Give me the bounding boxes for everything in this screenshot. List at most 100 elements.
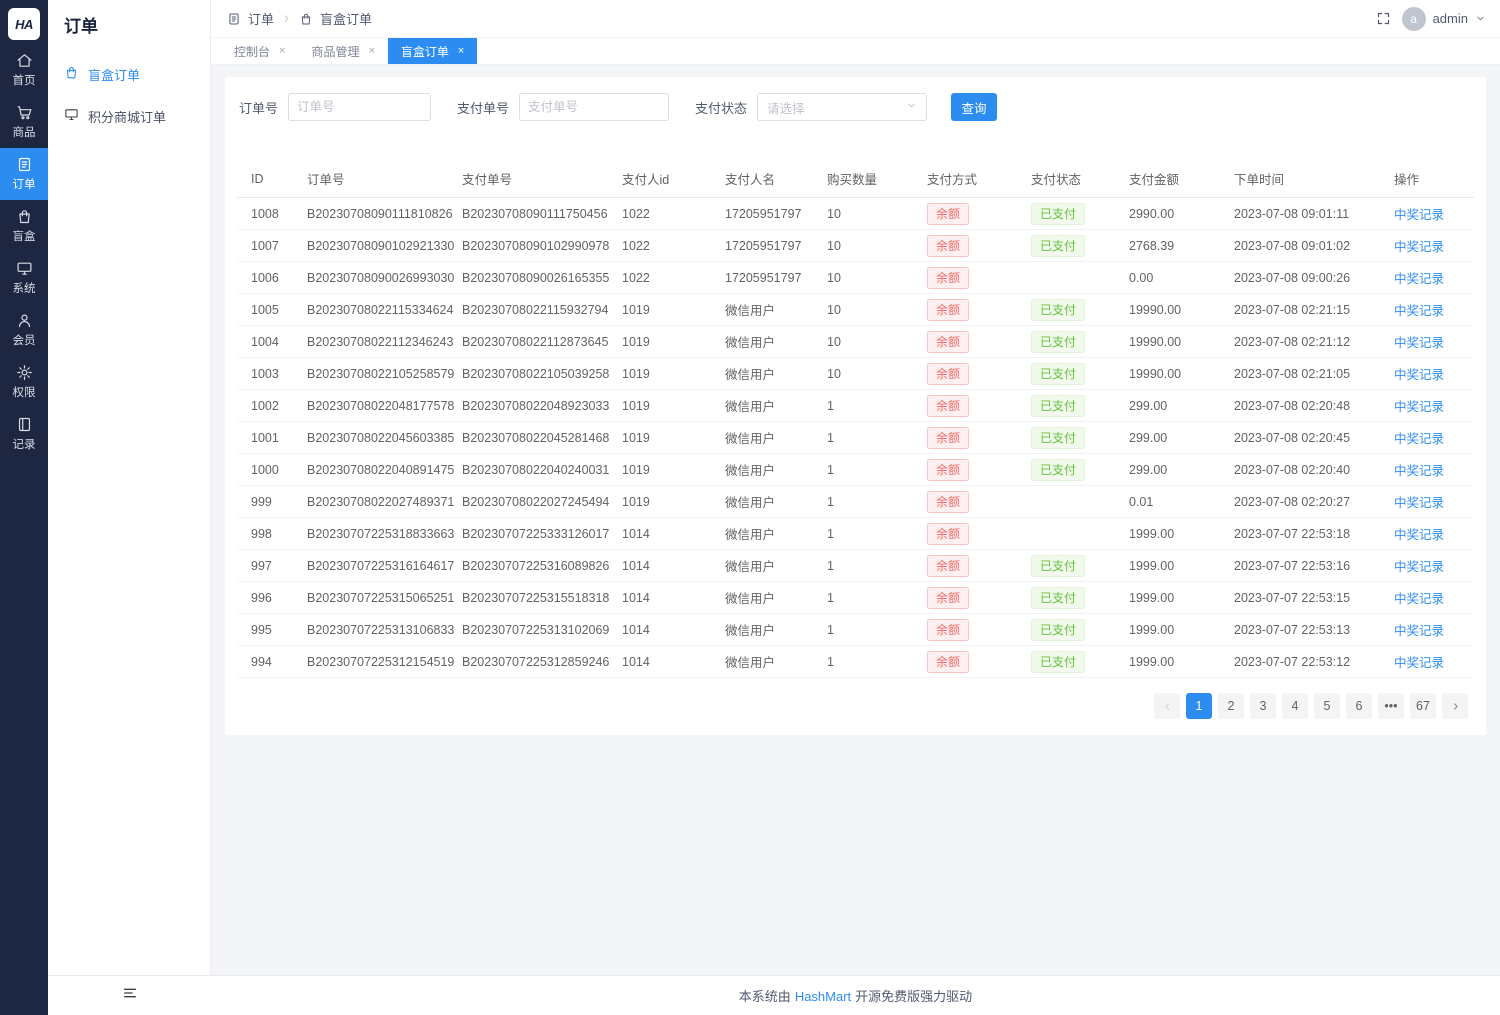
prize-record-link[interactable]: 中奖记录	[1394, 624, 1445, 638]
sidebar-item-label: 权限	[12, 387, 36, 399]
prize-record-link[interactable]: 中奖记录	[1394, 368, 1445, 382]
tab-1[interactable]: 控制台 ×	[221, 38, 298, 64]
search-button[interactable]: 查询	[951, 93, 998, 121]
page-button[interactable]: 5	[1314, 693, 1340, 719]
page-button[interactable]: 4	[1282, 693, 1308, 719]
fullscreen-icon[interactable]	[1376, 11, 1391, 26]
prize-record-link[interactable]: 中奖记录	[1394, 208, 1445, 222]
pay-method-badge: 余额	[927, 650, 970, 673]
cell-action: 中奖记录	[1386, 197, 1474, 230]
close-icon[interactable]: ×	[279, 44, 286, 57]
pages-more-button[interactable]: •••	[1378, 693, 1404, 719]
table-header-row: ID 订单号 支付单号 支付人id 支付人名 购买数量 支付方式 支付状态 支付金额 下单时间 操作	[237, 159, 1474, 198]
pay-status-label: 支付状态	[695, 100, 748, 116]
sidebar-item-box[interactable]: 盲盒	[0, 200, 48, 252]
chevron-right-icon	[1450, 701, 1461, 712]
cell-pay-status: 已支付	[1023, 389, 1121, 422]
box-icon	[299, 12, 313, 26]
cell-order-no: B20230707225312154519	[299, 645, 454, 678]
column-header: 支付金额	[1121, 159, 1226, 198]
prize-record-link[interactable]: 中奖记录	[1394, 656, 1445, 670]
page-button[interactable]: 2	[1218, 693, 1244, 719]
sidebar-item-user[interactable]: 会员	[0, 304, 48, 356]
tab-label: 盲盒订单	[400, 44, 449, 59]
sidebar-item-cart[interactable]: 商品	[0, 96, 48, 148]
cell-amount: 1999.00	[1121, 613, 1226, 646]
pay-status-filter: 支付状态 请选择	[695, 93, 951, 121]
cell-pay-method: 余额	[919, 485, 1023, 518]
pay-method-badge: 余额	[927, 490, 970, 513]
order-no-filter: 订单号	[239, 93, 432, 121]
prize-record-link[interactable]: 中奖记录	[1394, 496, 1445, 510]
prize-record-link[interactable]: 中奖记录	[1394, 272, 1445, 286]
footer-text: 本系统由 HashMart 开源免费版强力驱动	[211, 986, 1500, 1005]
table-row: 1007 B20230708090102921330 B20230708090102…	[237, 229, 1474, 262]
prize-record-link[interactable]: 中奖记录	[1394, 464, 1445, 478]
cell-order-no: B20230708090102921330	[299, 229, 454, 262]
cell-pay-method: 余额	[919, 645, 1023, 678]
cell-id: 1007	[237, 229, 299, 262]
sidebar-collapse-toggle[interactable]	[48, 985, 211, 1006]
prize-record-link[interactable]: 中奖记录	[1394, 240, 1445, 254]
prize-record-link[interactable]: 中奖记录	[1394, 560, 1445, 574]
close-icon[interactable]: ×	[368, 44, 375, 57]
pay-status-badge: 已支付	[1031, 554, 1086, 577]
cell-pay-no: B20230708090026165355	[454, 261, 614, 294]
column-header: 支付人名	[717, 159, 819, 198]
sidebar-item-book[interactable]: 记录	[0, 408, 48, 460]
main-area: 订单 盲盒订单 a	[211, 0, 1500, 975]
submenu-nav: 盲盒订单积分商城订单	[48, 53, 210, 137]
cell-pay-status: 已支付	[1023, 325, 1121, 358]
column-header: 操作	[1386, 159, 1474, 198]
prize-record-link[interactable]: 中奖记录	[1394, 592, 1445, 606]
page-button[interactable]: 6	[1346, 693, 1372, 719]
cell-action: 中奖记录	[1386, 389, 1474, 422]
table-row: 1001 B20230708022045603385 B20230708022045…	[237, 421, 1474, 454]
prize-record-link[interactable]: 中奖记录	[1394, 304, 1445, 318]
page-button[interactable]: 3	[1250, 693, 1276, 719]
sidebar-item-home[interactable]: 首页	[0, 44, 48, 96]
submenu-item-box[interactable]: 盲盒订单	[48, 53, 210, 95]
sidebar-item-monitor[interactable]: 系统	[0, 252, 48, 304]
order-no-input[interactable]	[288, 93, 432, 121]
sidebar-item-gear[interactable]: 权限	[0, 356, 48, 408]
tab-3[interactable]: 盲盒订单 ×	[387, 38, 478, 64]
prize-record-link[interactable]: 中奖记录	[1394, 432, 1445, 446]
column-header: 下单时间	[1226, 159, 1386, 198]
table-row: 1004 B20230708022112346243 B20230708022112…	[237, 325, 1474, 358]
prev-page-button[interactable]	[1154, 693, 1180, 719]
breadcrumb-item[interactable]: 订单	[248, 12, 275, 27]
cell-pay-no: B20230707225316089826	[454, 549, 614, 582]
cell-order-no: B20230707225316164617	[299, 549, 454, 582]
cell-qty: 10	[819, 325, 919, 358]
prize-record-link[interactable]: 中奖记录	[1394, 528, 1445, 542]
prize-record-link[interactable]: 中奖记录	[1394, 400, 1445, 414]
close-icon[interactable]: ×	[457, 44, 465, 57]
sidebar-item-order[interactable]: 订单	[0, 148, 48, 200]
pay-status-select[interactable]: 请选择	[757, 93, 928, 121]
cell-time: 2023-07-07 22:53:16	[1226, 549, 1386, 582]
next-page-button[interactable]	[1442, 693, 1468, 719]
footer-link[interactable]: HashMart	[794, 989, 852, 1004]
table-row: 1006 B20230708090026993030 B20230708090026…	[237, 261, 1474, 294]
cell-time: 2023-07-07 22:53:15	[1226, 581, 1386, 614]
page-button[interactable]: 67	[1410, 693, 1436, 719]
submenu-item-monitor[interactable]: 积分商城订单	[48, 95, 210, 137]
prize-record-link[interactable]: 中奖记录	[1394, 336, 1445, 350]
tab-2[interactable]: 商品管理 ×	[298, 38, 387, 64]
column-header: 支付方式	[919, 159, 1023, 198]
orders-table: ID 订单号 支付单号 支付人id 支付人名 购买数量 支付方式 支付状态 支付金额 下单时间 操作…	[237, 159, 1474, 678]
order-icon	[227, 12, 241, 26]
pay-method-badge: 余额	[927, 554, 970, 577]
column-header: ID	[237, 159, 299, 198]
cell-time: 2023-07-07 22:53:12	[1226, 645, 1386, 678]
pay-no-input[interactable]	[519, 93, 670, 121]
page-button[interactable]: 1	[1186, 693, 1212, 719]
content-area: 订单号 支付单号 支付状态 请选择	[211, 65, 1500, 975]
cell-qty: 1	[819, 549, 919, 582]
sidebar-item-label: 盲盒	[12, 231, 36, 243]
user-menu[interactable]: a admin	[1401, 6, 1486, 31]
cell-payer-id: 1014	[614, 517, 717, 550]
cell-id: 997	[237, 549, 299, 582]
submenu-item-label: 积分商城订单	[88, 109, 167, 125]
